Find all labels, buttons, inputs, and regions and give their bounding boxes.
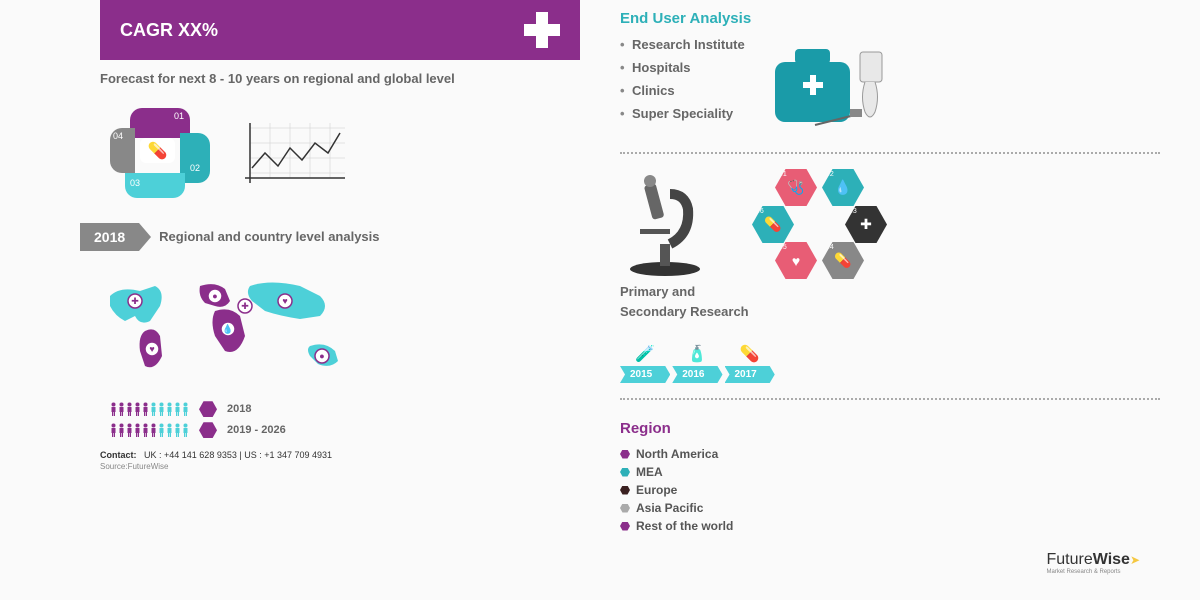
- pills-icon: 💊: [140, 138, 175, 163]
- hex-03: 03✚: [845, 206, 887, 243]
- region-title: Region: [620, 420, 1160, 437]
- source-text: Source:FutureWise: [100, 462, 580, 471]
- region-dot: [620, 522, 630, 531]
- forecast-text: Forecast for next 8 - 10 years on region…: [100, 70, 520, 88]
- spiral-segment-03: 03: [125, 173, 185, 198]
- svg-text:♥: ♥: [149, 344, 154, 354]
- divider: [620, 398, 1160, 400]
- region-dot: [620, 450, 630, 459]
- people-icons-2019: [110, 423, 189, 437]
- regional-text: Regional and country level analysis: [159, 229, 379, 246]
- region-item: MEA: [620, 465, 1160, 479]
- svg-text:●: ●: [319, 351, 324, 361]
- bottle-icon: 🧴: [672, 334, 722, 364]
- timeline: 🧪 2015 🧴 2016 💊 2017: [620, 334, 1160, 383]
- timeline-2015: 🧪 2015: [620, 334, 670, 383]
- end-user-section: Research Institute Hospitals Clinics Sup…: [620, 37, 1160, 137]
- cagr-banner: CAGR XX%: [100, 0, 580, 60]
- svg-text:●: ●: [212, 291, 217, 301]
- region-dot: [620, 486, 630, 495]
- spiral-chart-row: 01 02 03 04 💊: [100, 103, 580, 203]
- hex-marker: [199, 401, 217, 417]
- hex-cluster: 01🩺02💧03✚04💊05♥06💊: [730, 169, 890, 279]
- list-item: Hospitals: [620, 60, 745, 75]
- people-row-1: 2018: [110, 401, 580, 417]
- svg-text:💧: 💧: [222, 323, 233, 334]
- microscope-icon: [620, 169, 710, 279]
- region-list: North America MEA Europe Asia Pacific Rest o…: [620, 447, 1160, 533]
- svg-text:✚: ✚: [241, 301, 249, 311]
- people-icons-2018: [110, 402, 189, 416]
- list-item: Clinics: [620, 83, 745, 98]
- svg-text:♥: ♥: [282, 296, 287, 306]
- arrow-icon: ➤: [1130, 553, 1140, 567]
- svg-text:✚: ✚: [131, 296, 139, 306]
- hex-marker: [199, 422, 217, 438]
- year-2018: 2018: [227, 403, 251, 415]
- year-range: 2019 - 2026: [227, 424, 286, 436]
- regional-row: 2018 Regional and country level analysis: [80, 223, 580, 251]
- end-user-list: Research Institute Hospitals Clinics Sup…: [620, 37, 745, 137]
- region-dot: [620, 468, 630, 477]
- list-item: Super Speciality: [620, 106, 745, 121]
- pill-icon: 💊: [725, 334, 775, 364]
- spiral-segment-04: 04: [110, 128, 135, 173]
- mini-line-chart: [240, 118, 350, 188]
- medkit-icon: [765, 37, 905, 137]
- region-item: Asia Pacific: [620, 501, 1160, 515]
- hex-02: 02💧: [822, 169, 864, 206]
- futurewise-logo: FutureWise➤ Market Research & Reports: [1046, 551, 1140, 575]
- hex-04: 04💊: [822, 242, 864, 279]
- people-row-2: 2019 - 2026: [110, 422, 580, 438]
- contact-info: Contact: UK : +44 141 628 9353 | US : +1…: [100, 450, 580, 460]
- cagr-label: CAGR XX%: [120, 20, 218, 41]
- region-dot: [620, 504, 630, 513]
- region-item: North America: [620, 447, 1160, 461]
- hex-05: 05♥: [775, 242, 817, 279]
- hex-06: 06💊: [752, 206, 794, 243]
- spiral-chart: 01 02 03 04 💊: [100, 103, 220, 203]
- region-item: Europe: [620, 483, 1160, 497]
- research-section: 01🩺02💧03✚04💊05♥06💊: [620, 169, 1160, 279]
- world-map: ✚ ♥ ● 💧 ✚ ♥ ●: [90, 261, 370, 391]
- hex-01: 01🩺: [775, 169, 817, 206]
- research-text-1: Primary and: [620, 284, 1160, 299]
- list-item: Research Institute: [620, 37, 745, 52]
- flask-icon: 🧪: [620, 334, 670, 364]
- plus-icon: [524, 12, 560, 48]
- research-text-2: Secondary Research: [620, 304, 1160, 319]
- end-user-title: End User Analysis: [620, 10, 1160, 27]
- divider: [620, 152, 1160, 154]
- region-section: Region North America MEA Europe Asia Pacifi…: [620, 420, 1160, 533]
- year-badge: 2018: [80, 223, 139, 251]
- region-item: Rest of the world: [620, 519, 1160, 533]
- timeline-2017: 💊 2017: [725, 334, 775, 383]
- timeline-2016: 🧴 2016: [672, 334, 722, 383]
